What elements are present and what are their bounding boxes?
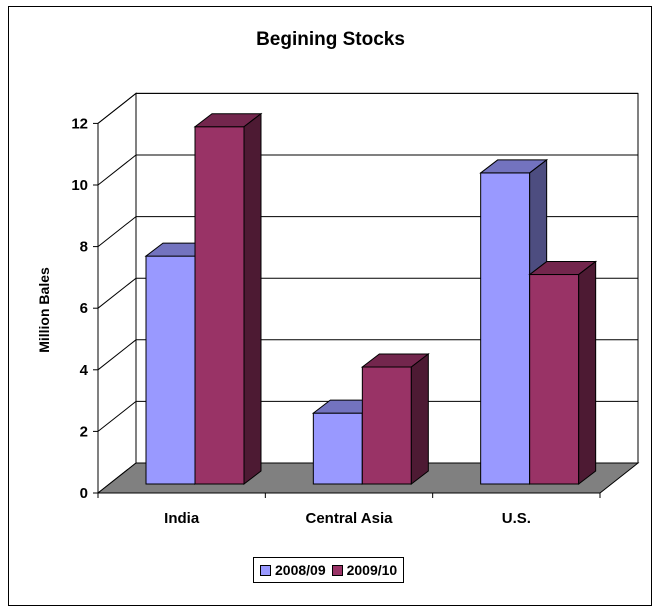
gridline: [97, 216, 638, 247]
legend-item-series-2: 2009/10: [331, 562, 398, 578]
bar-Central Asia-2009/10: [360, 352, 430, 486]
gridline: [97, 400, 638, 432]
legend-swatch-series-2: [331, 564, 343, 576]
legend-swatch-series-1: [260, 564, 271, 576]
y-tick-label: 4: [80, 362, 89, 379]
y-tick-labels: 0 2 4 6 8 10 12: [71, 115, 88, 502]
bar-front: [480, 172, 531, 485]
x-tick-label: Central Asia: [306, 510, 394, 527]
gridline: [97, 92, 638, 124]
gridlines: [97, 92, 638, 432]
y-tick-label: 10: [71, 177, 88, 194]
bars: [144, 112, 598, 486]
y-tick-label: 6: [80, 300, 88, 317]
bar-side: [410, 352, 429, 486]
y-tick-label: 0: [80, 485, 88, 502]
gridline: [97, 154, 638, 186]
bar-front: [194, 126, 245, 485]
legend-label-series-2: 2009/10: [346, 562, 398, 578]
bar-side: [578, 260, 597, 486]
bar-front: [312, 412, 363, 485]
bar-side: [243, 112, 262, 486]
bar-front: [529, 274, 580, 485]
bar-front: [361, 366, 412, 485]
y-axis: [93, 122, 601, 498]
y-tick-label: 2: [80, 423, 88, 440]
legend-item-series-1: 2008/09: [260, 562, 326, 578]
bar-front: [145, 255, 196, 485]
x-tick-labels: India Central Asia U.S.: [164, 510, 531, 527]
bar-chart: 0 2 4 6 8 10 12 India Central Asia U.S.: [71, 92, 640, 527]
legend-label-series-1: 2008/09: [275, 562, 326, 578]
x-tick-label: India: [164, 510, 200, 527]
chart-title: Begining Stocks: [256, 29, 405, 50]
gridline: [97, 277, 638, 309]
y-tick-label: 8: [80, 239, 88, 256]
bar-U.S.-2009/10: [528, 260, 598, 486]
x-tick-label: U.S.: [502, 510, 531, 527]
gridline: [97, 339, 638, 371]
y-tick-label: 12: [71, 115, 88, 132]
legend: 2008/09 2009/10: [253, 557, 405, 583]
bar-India-2009/10: [193, 112, 263, 486]
